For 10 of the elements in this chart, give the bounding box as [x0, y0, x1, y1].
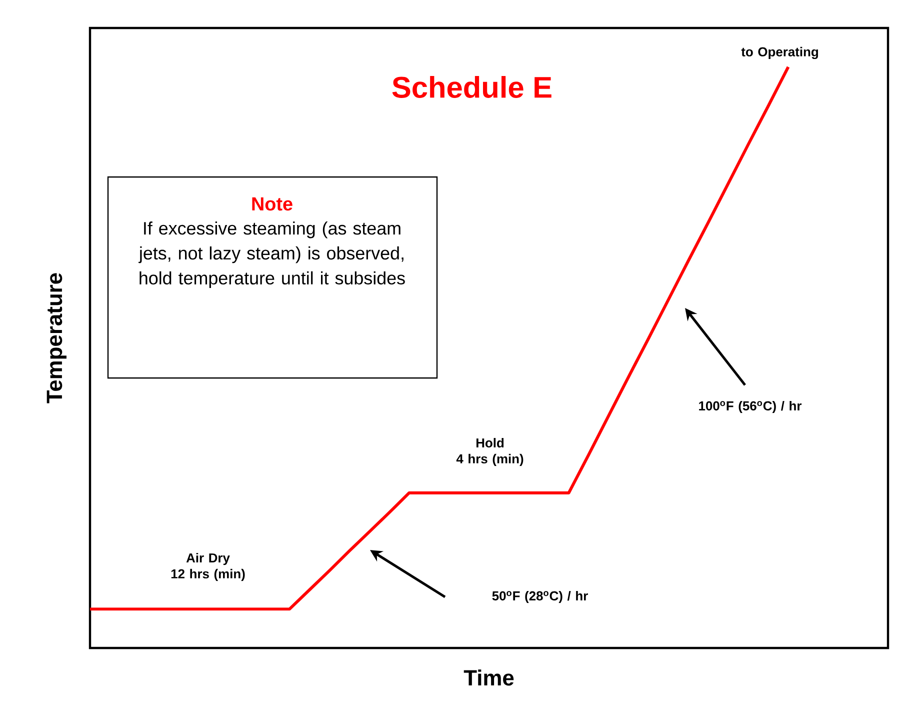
chart-title: Schedule E	[392, 76, 552, 98]
annotation: Hold 4 hrs (min)	[456, 438, 524, 466]
annotation: Air Dry 12 hrs (min)	[171, 552, 245, 581]
annotation: 100$^{o}$F (56$^{o}$C) / hr	[699, 400, 802, 414]
annotation: If excessive steaming (as steam jets, not lazy steam) is observed, hold temperature until it subsides	[138, 222, 405, 288]
x-axis-title: Time	[464, 669, 514, 686]
text: to Operating	[741, 46, 818, 60]
annotation: Note	[252, 197, 292, 211]
annotation: 50$^{o}$F (28$^{o}$C) / hr	[492, 590, 588, 604]
y-axis-title: Temperature	[46, 273, 66, 404]
